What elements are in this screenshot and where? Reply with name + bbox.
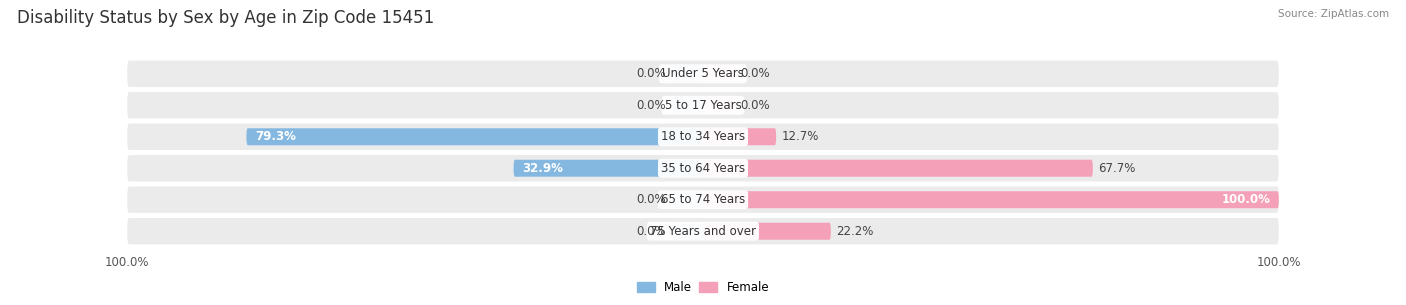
FancyBboxPatch shape	[127, 61, 1279, 87]
Text: 18 to 34 Years: 18 to 34 Years	[661, 130, 745, 143]
Text: 100.0%: 100.0%	[1222, 193, 1270, 206]
FancyBboxPatch shape	[703, 97, 735, 114]
FancyBboxPatch shape	[703, 191, 1279, 208]
Text: 22.2%: 22.2%	[837, 225, 875, 238]
Text: 0.0%: 0.0%	[741, 67, 770, 80]
FancyBboxPatch shape	[127, 124, 1279, 150]
Text: 0.0%: 0.0%	[636, 193, 665, 206]
FancyBboxPatch shape	[703, 65, 735, 82]
FancyBboxPatch shape	[703, 128, 776, 145]
FancyBboxPatch shape	[127, 186, 1279, 213]
FancyBboxPatch shape	[703, 160, 1092, 177]
Text: 67.7%: 67.7%	[1098, 162, 1136, 175]
FancyBboxPatch shape	[671, 97, 703, 114]
Text: Disability Status by Sex by Age in Zip Code 15451: Disability Status by Sex by Age in Zip C…	[17, 9, 434, 27]
FancyBboxPatch shape	[703, 223, 831, 240]
Text: 12.7%: 12.7%	[782, 130, 820, 143]
Text: 0.0%: 0.0%	[741, 99, 770, 112]
FancyBboxPatch shape	[127, 218, 1279, 244]
Text: 32.9%: 32.9%	[522, 162, 562, 175]
Text: 0.0%: 0.0%	[636, 67, 665, 80]
FancyBboxPatch shape	[246, 128, 703, 145]
FancyBboxPatch shape	[127, 92, 1279, 119]
FancyBboxPatch shape	[671, 191, 703, 208]
FancyBboxPatch shape	[671, 65, 703, 82]
Text: 5 to 17 Years: 5 to 17 Years	[665, 99, 741, 112]
FancyBboxPatch shape	[513, 160, 703, 177]
Legend: Male, Female: Male, Female	[633, 276, 773, 299]
Text: 79.3%: 79.3%	[254, 130, 295, 143]
Text: 35 to 64 Years: 35 to 64 Years	[661, 162, 745, 175]
Text: 75 Years and over: 75 Years and over	[650, 225, 756, 238]
FancyBboxPatch shape	[127, 155, 1279, 181]
Text: 0.0%: 0.0%	[636, 225, 665, 238]
FancyBboxPatch shape	[671, 223, 703, 240]
Text: Source: ZipAtlas.com: Source: ZipAtlas.com	[1278, 9, 1389, 19]
Text: Under 5 Years: Under 5 Years	[662, 67, 744, 80]
Text: 0.0%: 0.0%	[636, 99, 665, 112]
Text: 65 to 74 Years: 65 to 74 Years	[661, 193, 745, 206]
